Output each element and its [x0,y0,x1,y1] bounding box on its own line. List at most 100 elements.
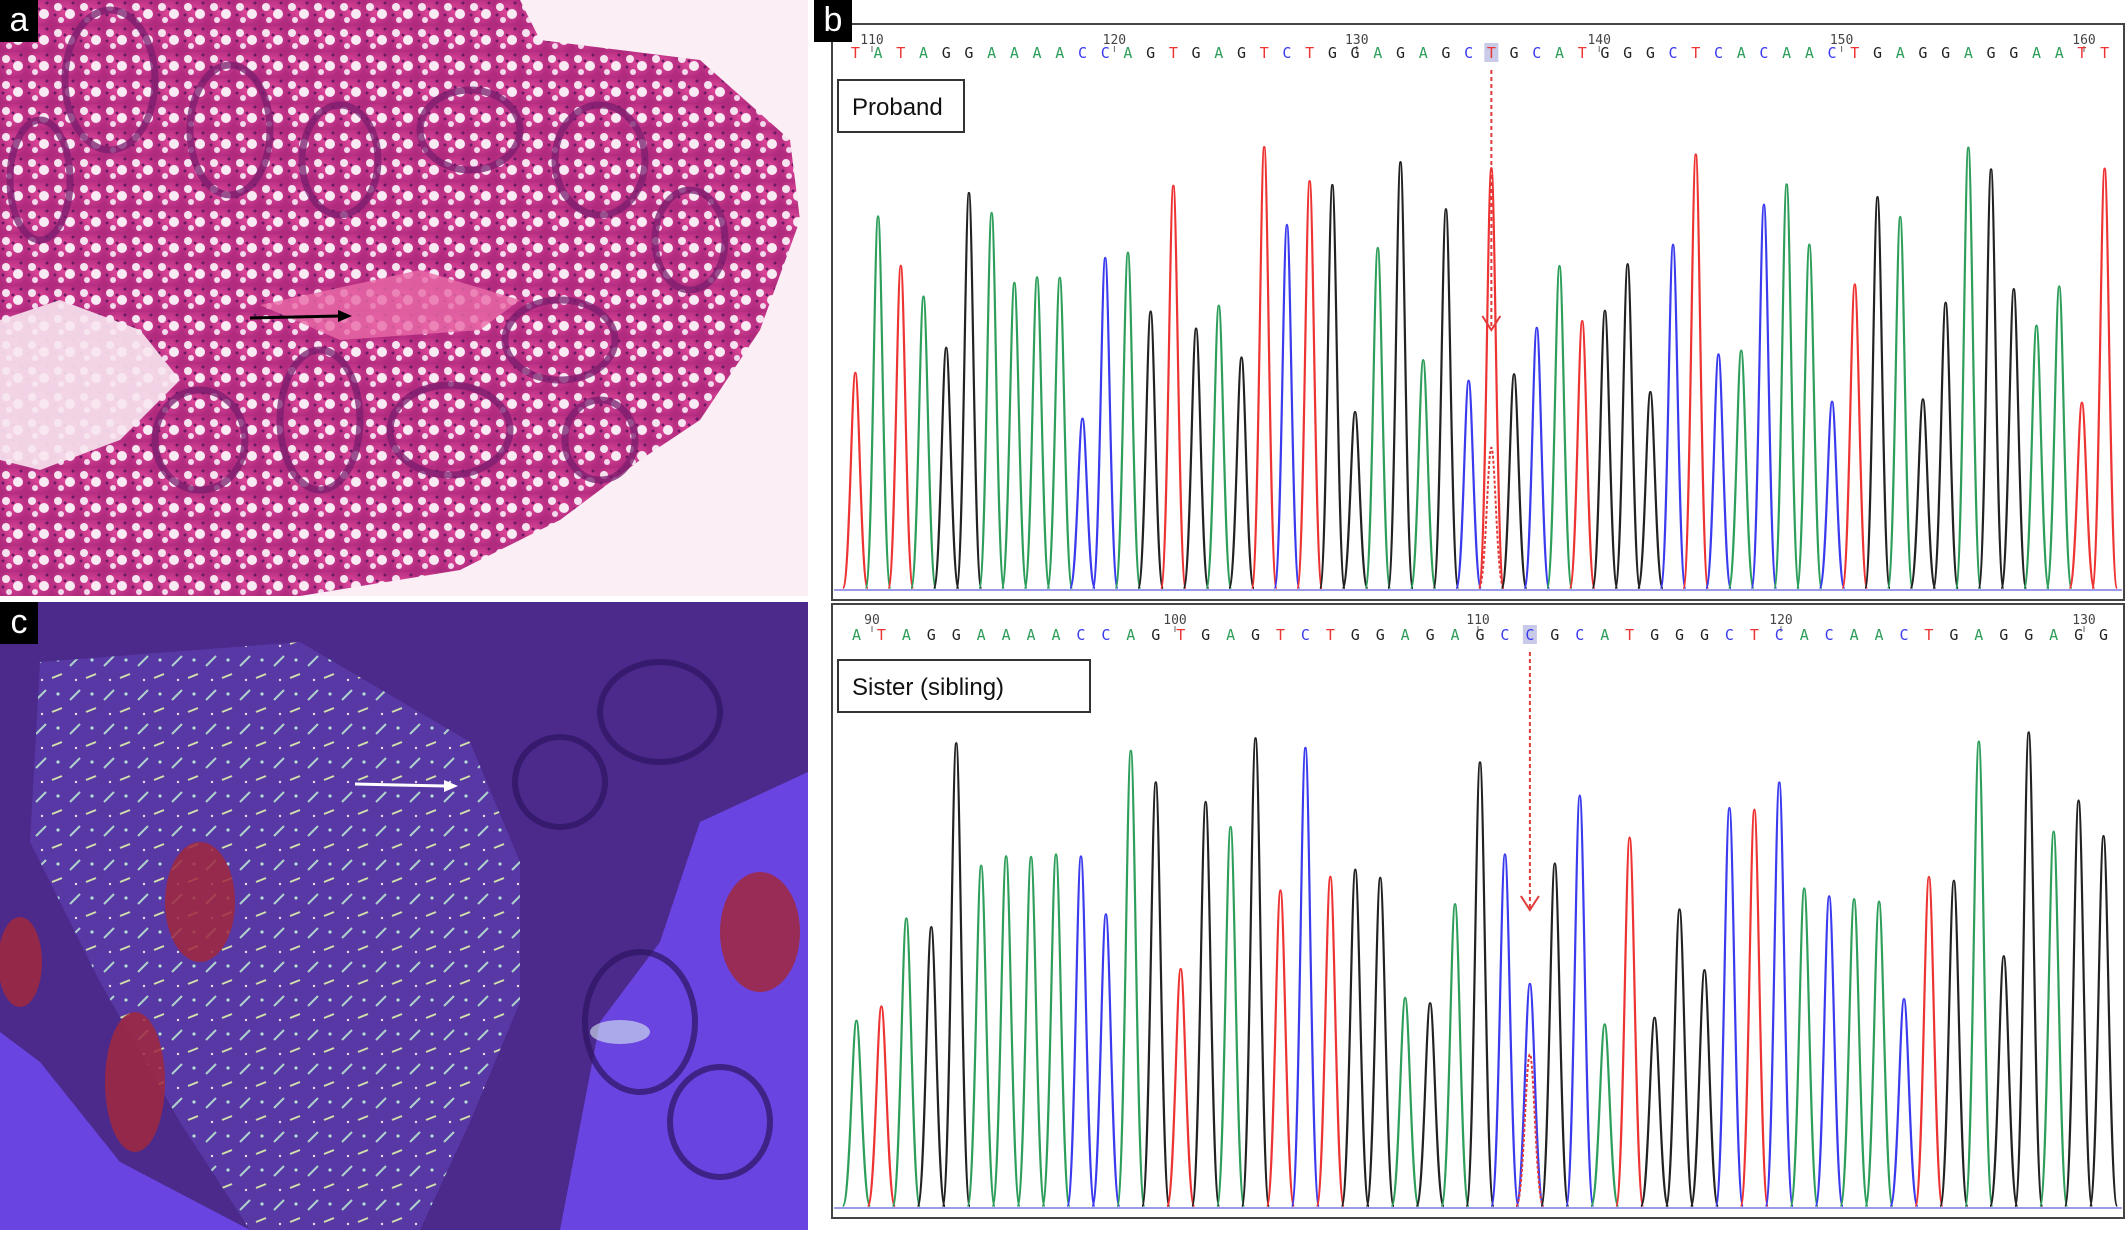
base-call-letter: A [1226,626,1235,644]
polarized-stain-image [0,602,808,1230]
base-call-letter: T [1169,44,1178,62]
base-call-letter: G [1351,44,1360,62]
arrow-annotation-a [249,314,341,320]
chromatogram-peak [1739,808,1770,1208]
base-call-letter: A [1027,626,1036,644]
base-call-letter: T [1305,44,1314,62]
chromatogram-peak [1889,997,1919,1208]
panel-label-c: c [0,602,38,644]
chromatogram-peak [1591,309,1619,590]
base-call-letter: A [2032,44,2041,62]
chromatogram-peak [909,295,938,590]
chromatogram-peak [2088,834,2119,1208]
trace-label: Sister (sibling) [852,674,1004,701]
chromatogram-peak [1365,876,1396,1208]
base-call-letter: T [1276,626,1285,644]
base-call-letter: G [1600,44,1609,62]
chromatogram-peak [1750,203,1778,590]
base-call-letter: G [2009,44,2018,62]
histology-panel-a: a [0,0,808,596]
base-call-letter: G [2099,626,2108,644]
base-call-letter: A [1451,626,1460,644]
base-call-letter: A [1373,44,1382,62]
chromatogram-peak [1764,781,1795,1208]
chromatogram-peak [1704,353,1733,590]
chromatogram-peak [1023,276,1051,590]
base-call-letter: T [1487,44,1496,62]
chromatogram-peak [966,864,996,1208]
base-call-letter: T [1691,44,1700,62]
base-call-letter: A [1419,44,1428,62]
base-call-letter: G [942,44,951,62]
he-stain-image [0,0,808,596]
base-call-letter: A [987,44,996,62]
position-tick-label: 110 [1466,613,1489,628]
base-call-letter: G [1201,626,1210,644]
base-call-letter: A [1964,44,1973,62]
base-call-letter: T [1924,626,1933,644]
chromatogram-peak [991,855,1021,1208]
chromatogram-peak [955,191,983,590]
base-call-letter: G [1999,626,2008,644]
chromatogram-peak [1016,855,1046,1208]
base-call-letter: G [1441,44,1450,62]
chromatogram-peak [841,371,869,590]
base-call-letter: T [1260,44,1269,62]
chromatogram-peak [1490,853,1520,1208]
base-call-letter: C [1899,626,1908,644]
base-call-letter: A [1555,44,1564,62]
base-call-letter: G [1475,626,1484,644]
chromatogram-peak [841,1019,872,1208]
base-call-letter: T [896,44,905,62]
chromatogram-peak [2038,830,2069,1208]
histology-panel-c: c [0,602,808,1230]
base-call-letter: C [1076,626,1085,644]
base-call-letter: C [1525,626,1534,644]
base-call-letter: G [1251,626,1260,644]
chromatogram-peak [1182,327,1210,590]
base-call-letter: A [1800,626,1809,644]
base-call-letter: A [1010,44,1019,62]
chromatogram-peak [1540,862,1570,1208]
base-call-letter: A [1214,44,1223,62]
base-call-letter: G [1510,44,1519,62]
base-call-letter: C [1825,626,1834,644]
base-call-letter: G [1376,626,1385,644]
chromatogram-peak [1614,262,1642,590]
chromatogram-peak [891,917,922,1208]
chromatogram-peak [1795,243,1823,590]
trace-label: Proband [852,94,943,121]
base-call-letter: T [1850,44,1859,62]
chromatogram-peak [1432,208,1460,590]
chromatogram-peak [1159,184,1187,590]
base-call-letter: G [2024,626,2033,644]
chromatogram-peak [1340,868,1371,1208]
chromatogram-peak [1589,1023,1620,1208]
chromatogram-peak [1818,400,1846,590]
chromatogram-peak [1165,967,1196,1208]
base-call-letter: A [1002,626,1011,644]
base-call-letter: A [977,626,986,644]
chromatogram-peak [1440,903,1470,1208]
chromatogram-peak [1140,781,1171,1208]
base-call-letter: A [2049,626,2058,644]
base-call-letter: G [2074,626,2083,644]
base-call-letter: A [1123,44,1132,62]
chromatogram-peak [1886,215,1914,590]
base-call-letter: C [1575,626,1584,644]
chromatogram-peak [887,264,915,590]
base-call-letter: C [1464,44,1473,62]
base-call-letter: G [1623,44,1632,62]
base-call-letter: T [1176,626,1185,644]
chromatogram-peak [1409,359,1437,590]
base-call-letter: G [1328,44,1337,62]
base-call-letter: G [1941,44,1950,62]
chromatogram-peak [1500,373,1528,590]
base-call-letter: G [927,626,936,644]
base-call-letter: T [2100,44,2109,62]
base-call-letter: A [1782,44,1791,62]
base-call-letter: A [1875,626,1884,644]
chromatogram-peak [1046,276,1074,590]
base-call-letter: C [1078,44,1087,62]
